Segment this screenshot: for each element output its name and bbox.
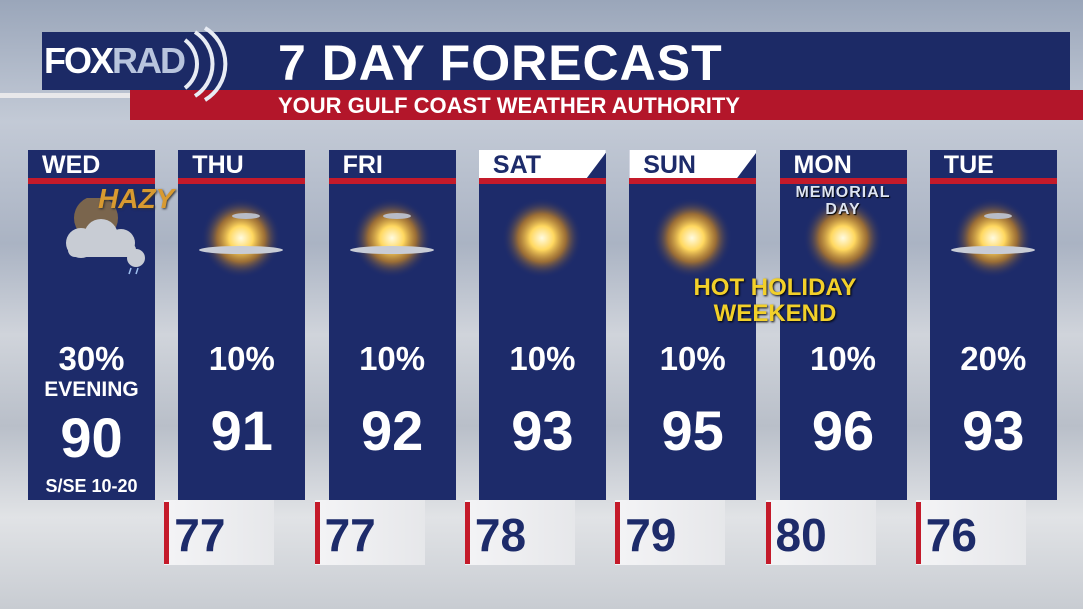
day-column-sun: SUN 10% 95 <box>629 150 757 500</box>
precip-chance: 10% <box>359 340 426 377</box>
day-column-sat: SAT 10% 93 <box>478 150 606 500</box>
low-temp-box: 77 <box>314 500 425 565</box>
sun-clouds-icon <box>347 198 437 278</box>
low-temp-box: 79 <box>615 500 726 565</box>
day-label: THU <box>192 151 244 179</box>
divider <box>0 93 132 98</box>
cloud-rain-icon <box>46 196 145 278</box>
day-column-tue: TUE 20% 93 <box>929 150 1057 500</box>
sun-icon <box>798 198 888 278</box>
sun-icon <box>497 198 587 278</box>
subtitle-bar <box>130 90 1083 120</box>
header-stripe <box>779 178 907 184</box>
hazy-tag: HAZY <box>98 183 175 214</box>
header-stripe <box>629 178 757 184</box>
holiday-callout: HOT HOLIDAY WEEKEND <box>660 275 890 327</box>
day-label: SUN <box>629 150 757 178</box>
high-temp: 93 <box>511 399 574 462</box>
precip-chance: 10% <box>809 340 877 377</box>
sun-clouds-icon <box>196 198 286 278</box>
precip-chance: 10% <box>509 340 576 377</box>
header-stripe <box>178 178 306 184</box>
high-temp: 91 <box>210 399 273 462</box>
header-stripe <box>929 178 1057 184</box>
day-label: MON <box>793 151 852 179</box>
header-stripe <box>478 178 606 184</box>
low-bar <box>615 502 621 564</box>
callout-line2: WEEKEND <box>713 300 837 327</box>
precip-chance: 10% <box>659 340 726 377</box>
high-temp: 95 <box>661 399 724 462</box>
wind: S/SE 10-20 <box>45 476 138 496</box>
day-column-fri: FRI 10% 92 <box>328 150 456 500</box>
low-bar <box>464 502 470 564</box>
low-temp-box: 80 <box>765 500 876 565</box>
day-column-thu: THU 10% 91 <box>178 150 306 500</box>
sun-clouds-icon <box>948 198 1038 278</box>
low-temp-box: 77 <box>164 500 275 565</box>
sun-icon <box>647 198 737 278</box>
low-temp: 80 <box>775 509 827 561</box>
radar-rings-icon <box>183 26 228 102</box>
low-bar <box>915 502 921 564</box>
day-column-wed: WED 30% EVENING 90 S/SE 10-20 <box>28 150 155 500</box>
day-label: TUE <box>943 151 994 179</box>
low-bar <box>765 502 771 564</box>
low-bar <box>314 502 320 564</box>
low-temp: 78 <box>474 509 527 561</box>
high-temp: 96 <box>811 399 875 462</box>
precip-chance: 10% <box>208 340 275 377</box>
page-title: 7 DAY FORECAST <box>278 35 723 91</box>
precip-chance: 20% <box>960 340 1027 377</box>
precip-timing: EVENING <box>44 378 139 401</box>
day-label: WED <box>42 151 101 179</box>
header-stripe <box>328 178 456 184</box>
low-temp: 77 <box>324 509 376 561</box>
header-stripe <box>28 178 155 184</box>
page-subtitle: YOUR GULF COAST WEATHER AUTHORITY <box>278 93 740 118</box>
day-label: SAT <box>478 150 606 178</box>
low-bar <box>164 502 170 564</box>
low-temp: 76 <box>925 509 977 561</box>
foxrad-logo: FOXRAD <box>44 40 186 81</box>
low-temp-box: 78 <box>464 500 575 565</box>
high-temp: 92 <box>360 399 424 462</box>
day-label: FRI <box>342 151 383 179</box>
precip-chance: 30% <box>58 340 125 377</box>
memorial-day-tag: MEMORIAL DAY <box>795 184 891 218</box>
callout-line1: HOT HOLIDAY <box>693 274 857 301</box>
low-temp: 77 <box>174 509 226 561</box>
low-temp: 79 <box>625 509 677 561</box>
high-temp: 90 <box>60 406 123 469</box>
high-temp: 93 <box>962 399 1025 462</box>
day-column-mon: MON 10% 96 <box>779 150 907 500</box>
low-temp-box: 76 <box>915 500 1026 565</box>
